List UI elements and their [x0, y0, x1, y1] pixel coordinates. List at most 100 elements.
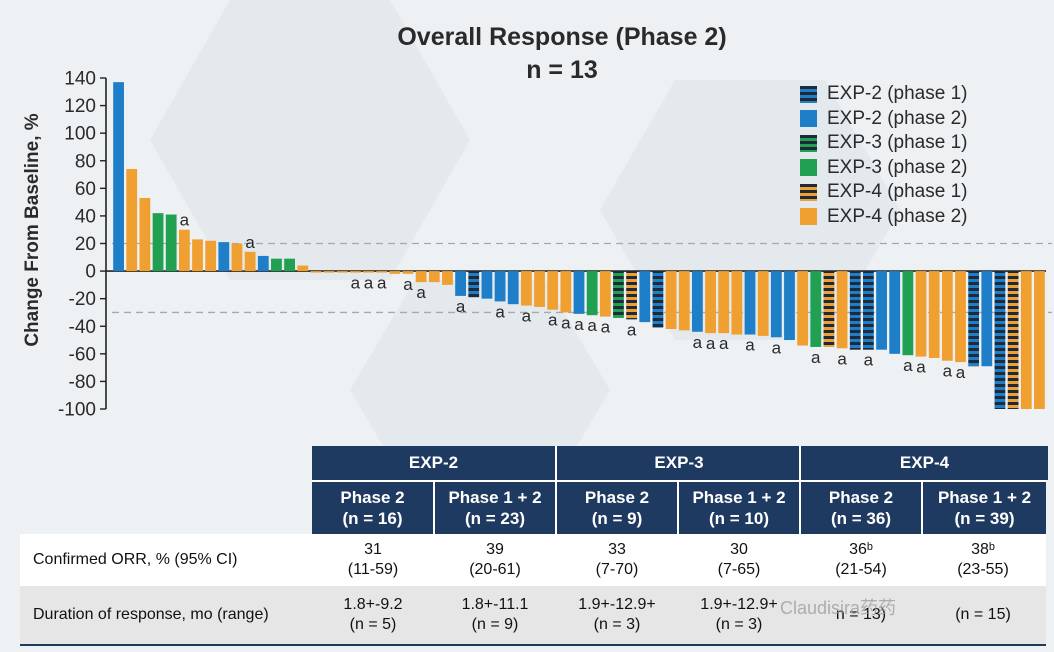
- bar-annotation: a: [377, 273, 387, 292]
- table-subheader: Phase 1 + 2 (n = 23): [433, 480, 555, 534]
- bar-exp-4-phase2: [547, 271, 559, 310]
- table-group-header: EXP-3: [555, 446, 801, 480]
- bar-exp-4-phase2: [705, 271, 716, 334]
- bar-exp-2-phase1: [849, 271, 861, 350]
- bar-exp-2-phase1: [468, 271, 480, 298]
- y-tick-label: -20: [69, 289, 96, 310]
- bar-exp-4-phase2: [126, 169, 138, 272]
- legend-swatch: [800, 159, 817, 177]
- table-cell: 36ᵇ (21-54): [835, 541, 887, 578]
- bar-exp-4-phase2: [520, 271, 532, 306]
- table-subheader: Phase 1 + 2 (n = 39): [921, 480, 1046, 534]
- legend-label: EXP-2 (phase 1): [827, 83, 968, 105]
- bar-exp-4-phase2: [428, 271, 440, 283]
- legend-swatch: [800, 208, 817, 226]
- table-cell: 33 (7-70): [595, 541, 639, 578]
- bar-exp-4-phase2: [941, 271, 953, 361]
- table-bottom-rule: [20, 644, 1046, 646]
- bar-exp-4-phase2: [718, 271, 730, 334]
- bar-annotation: a: [601, 318, 611, 337]
- legend-item: EXP-4 (phase 1): [800, 180, 967, 205]
- bar-exp-4-phase2: [599, 271, 611, 317]
- bar-exp-4-phase2: [323, 271, 335, 273]
- y-tick-label: 20: [75, 234, 96, 255]
- bar-annotation: a: [495, 302, 505, 321]
- bar-exp-4-phase2: [363, 271, 374, 273]
- bar-annotation: a: [522, 307, 532, 326]
- bar-annotation: a: [956, 363, 966, 382]
- legend-label: EXP-3 (phase 2): [827, 156, 968, 178]
- table-cell: (n = 15): [955, 606, 1011, 623]
- bar-exp-4-phase2: [415, 271, 427, 283]
- bar-exp-4-phase2: [192, 239, 203, 272]
- bar-exp-4-phase2: [1034, 271, 1045, 409]
- table-cell: 30 (7-65): [717, 541, 761, 578]
- table-cell: 31 (11-59): [347, 541, 399, 578]
- table-cell: 1.8+-11.1 (n = 9): [461, 596, 529, 633]
- bar-exp-4-phase1: [626, 271, 638, 320]
- table-group-header: EXP-4: [799, 446, 1048, 480]
- bar-annotation: a: [745, 336, 755, 355]
- bar-exp-2-phase2: [257, 255, 269, 272]
- bar-annotation: a: [719, 334, 729, 353]
- bar-exp-2-phase2: [889, 271, 901, 354]
- bar-exp-3-phase1: [613, 271, 624, 318]
- bar-exp-4-phase2: [731, 271, 743, 335]
- table-cell: 1.9+-12.9+ (n = 3): [578, 596, 656, 633]
- bar-annotation: a: [706, 334, 716, 353]
- bar-annotation: a: [864, 351, 874, 370]
- bar-exp-4-phase2: [349, 271, 361, 273]
- bar-annotation: a: [916, 358, 926, 377]
- legend-item: EXP-2 (phase 1): [800, 82, 967, 107]
- table-row-label: Confirmed ORR, % (95% CI): [33, 551, 238, 568]
- bar-exp-2-phase2: [876, 271, 887, 350]
- y-tick-label: 0: [85, 262, 96, 283]
- bar-exp-3-phase2: [902, 271, 914, 356]
- y-tick-label: 40: [75, 206, 96, 227]
- bar-exp-3-phase2: [284, 258, 295, 272]
- bar-annotation: a: [693, 333, 703, 352]
- bar-exp-2-phase2: [113, 82, 124, 272]
- y-tick-label: -80: [69, 372, 96, 393]
- watermark-text: Claudisira药药: [780, 598, 897, 618]
- bar-exp-4-phase2: [178, 229, 190, 272]
- table-subheader: Phase 2 (n = 9): [555, 480, 677, 534]
- table-cell: 1.8+-9.2 (n = 5): [343, 596, 403, 633]
- bar-annotation: a: [351, 273, 361, 292]
- legend-item: EXP-4 (phase 2): [800, 205, 967, 230]
- bar-exp-4-phase2: [244, 251, 256, 272]
- bar-annotation: a: [403, 275, 413, 294]
- table-subheader: Phase 1 + 2 (n = 10): [677, 480, 799, 534]
- bar-exp-4-phase2: [915, 271, 927, 357]
- legend-swatch: [800, 134, 817, 152]
- bar-annotation: a: [245, 233, 255, 252]
- bar-exp-4-phase2: [389, 271, 401, 274]
- bar-exp-4-phase2: [231, 243, 243, 272]
- y-tick-label: 60: [75, 179, 96, 200]
- bar-annotation: a: [627, 320, 637, 339]
- bar-exp-4-phase2: [442, 271, 453, 285]
- bar-exp-4-phase2: [560, 271, 572, 313]
- bar-annotation: a: [903, 356, 913, 375]
- table-cell: 39 (20-61): [469, 541, 521, 578]
- bar-exp-4-phase2: [836, 271, 848, 349]
- bar-exp-4-phase1: [1007, 271, 1019, 409]
- waterfall-chart: aaa a a a aa a a a a a a a aa a a a aa a a a a a a 14012010080…: [22, 69, 1052, 421]
- bar-exp-4-phase2: [678, 271, 690, 331]
- bar-exp-4-phase2: [310, 271, 322, 273]
- chart-legend: EXP-2 (phase 1) EXP-2 (phase 2) EXP-3 (pha…: [800, 82, 967, 229]
- table-cell: 1.9+-12.9+ (n = 3): [700, 596, 778, 633]
- bar-exp-3-phase2: [810, 271, 822, 347]
- bar-exp-2-phase2: [218, 242, 230, 272]
- y-tick-label: 80: [75, 151, 96, 172]
- bar-exp-4-phase2: [797, 271, 809, 346]
- bar-exp-2-phase2: [784, 271, 795, 341]
- y-tick-label: -40: [69, 317, 96, 338]
- bar-exp-4-phase2: [376, 271, 388, 273]
- bar-exp-3-phase2: [152, 213, 164, 272]
- bar-exp-4-phase2: [665, 271, 677, 330]
- bar-exp-2-phase1: [968, 271, 980, 367]
- bar-annotation: a: [548, 311, 558, 330]
- bar-exp-4-phase2: [297, 265, 309, 272]
- bar-exp-2-phase1: [863, 271, 874, 350]
